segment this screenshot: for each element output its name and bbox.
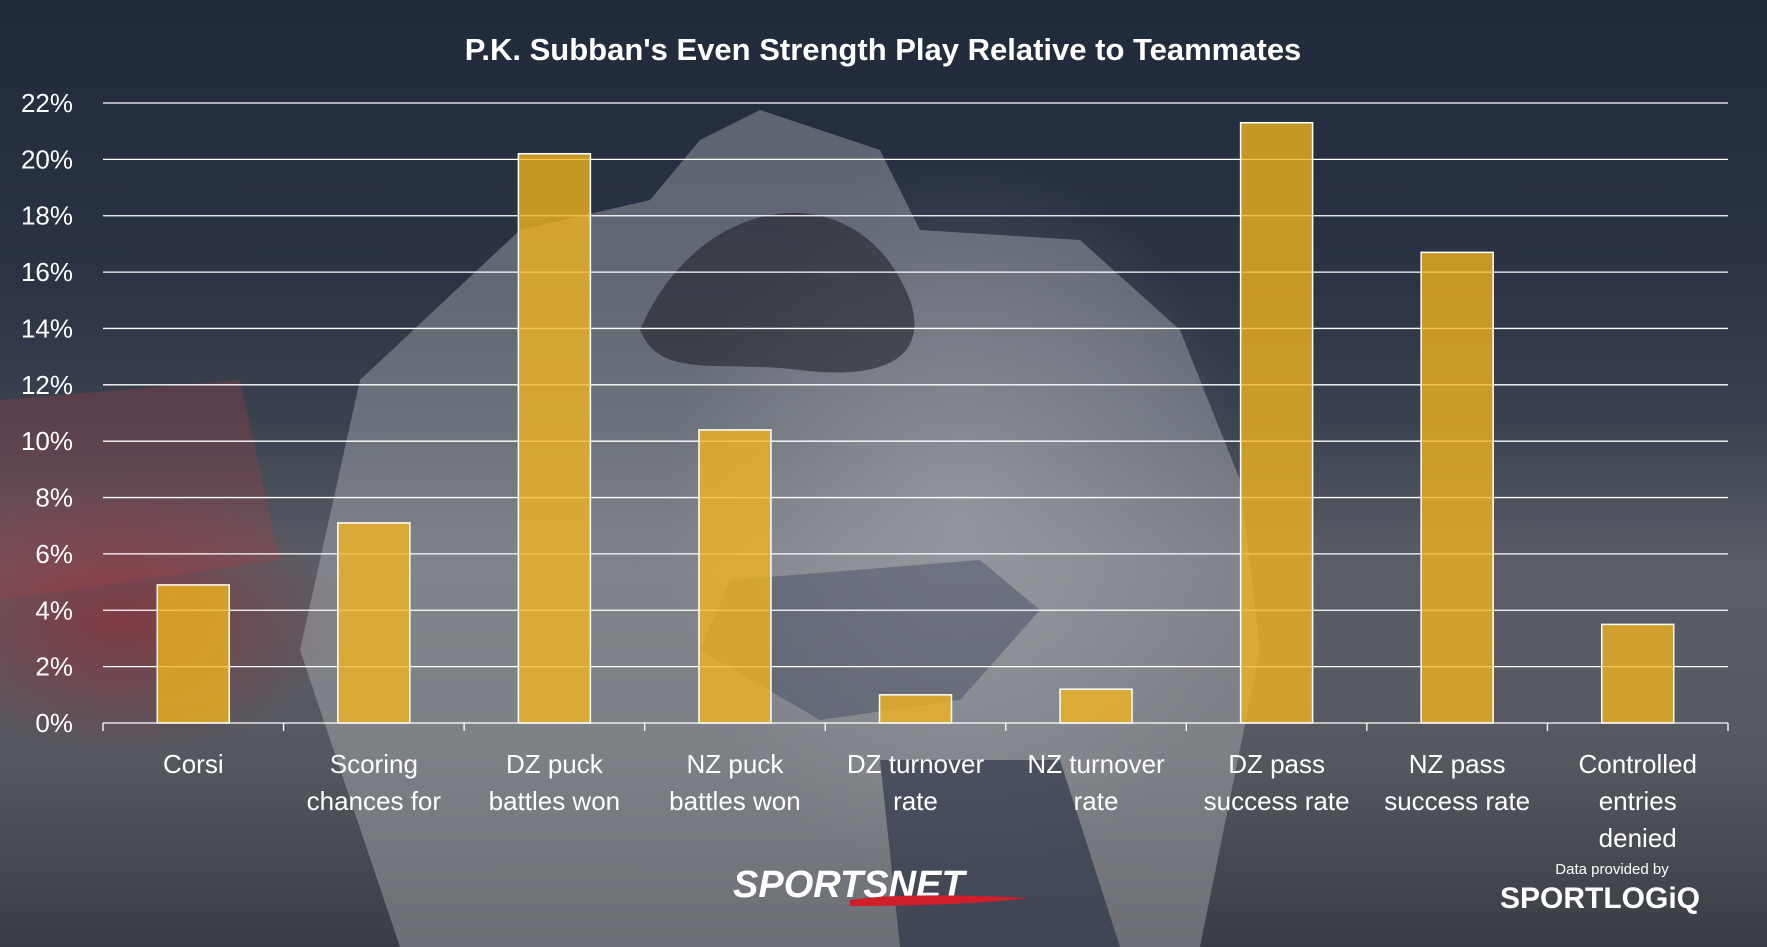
x-category-label: DZ pass success rate xyxy=(1204,749,1350,816)
x-axis xyxy=(102,722,1729,731)
y-tick-label: 14% xyxy=(21,313,73,343)
bar xyxy=(517,152,592,724)
y-tick-label: 0% xyxy=(35,708,73,738)
bar xyxy=(1600,623,1675,724)
sportlogiq-logo: SPORTLOGiQ xyxy=(1500,882,1700,915)
y-tick-label: 18% xyxy=(21,201,73,231)
x-category-label: Scoring chances for xyxy=(307,749,442,816)
bar xyxy=(1420,251,1494,724)
x-category-label: Controlled entries denied xyxy=(1578,749,1697,853)
y-tick-label: 4% xyxy=(35,595,73,625)
y-tick-label: 6% xyxy=(35,539,73,569)
x-category-label: NZ puck battles won xyxy=(669,749,801,816)
y-tick-label: 8% xyxy=(35,483,73,513)
x-category-label: DZ puck battles won xyxy=(489,749,621,816)
sportsnet-logo: SPORTSNET xyxy=(733,864,1030,906)
data-credit: Data provided by xyxy=(1555,861,1669,878)
x-category-label: NZ turnover rate xyxy=(1027,749,1165,816)
sportsnet-swoosh-icon xyxy=(850,895,1030,906)
bar xyxy=(337,522,411,724)
bar xyxy=(698,429,772,724)
x-category-label: Corsi xyxy=(163,749,224,779)
y-tick-label: 22% xyxy=(21,88,73,118)
y-tick-label: 20% xyxy=(21,144,73,174)
x-category-label: DZ turnover rate xyxy=(847,749,985,816)
x-category-label: NZ pass success rate xyxy=(1384,749,1530,816)
category-labels: Corsi Scoring chances for DZ puck battles wo… xyxy=(163,749,1697,853)
bar xyxy=(878,694,953,724)
bar xyxy=(1059,688,1133,724)
y-tick-label: 12% xyxy=(21,370,73,400)
y-tick-label: 16% xyxy=(21,257,73,287)
y-axis-ticks: 0% 2% 4% 6% 8% 10% 12% 14% 16% 18% 20% 22% xyxy=(21,88,73,738)
y-tick-label: 2% xyxy=(35,652,73,682)
y-tick-label: 10% xyxy=(21,426,73,456)
chart-title: P.K. Subban's Even Strength Play Relativ… xyxy=(465,32,1302,67)
bars xyxy=(156,121,1675,724)
bar xyxy=(1239,121,1314,724)
bar xyxy=(156,584,231,724)
